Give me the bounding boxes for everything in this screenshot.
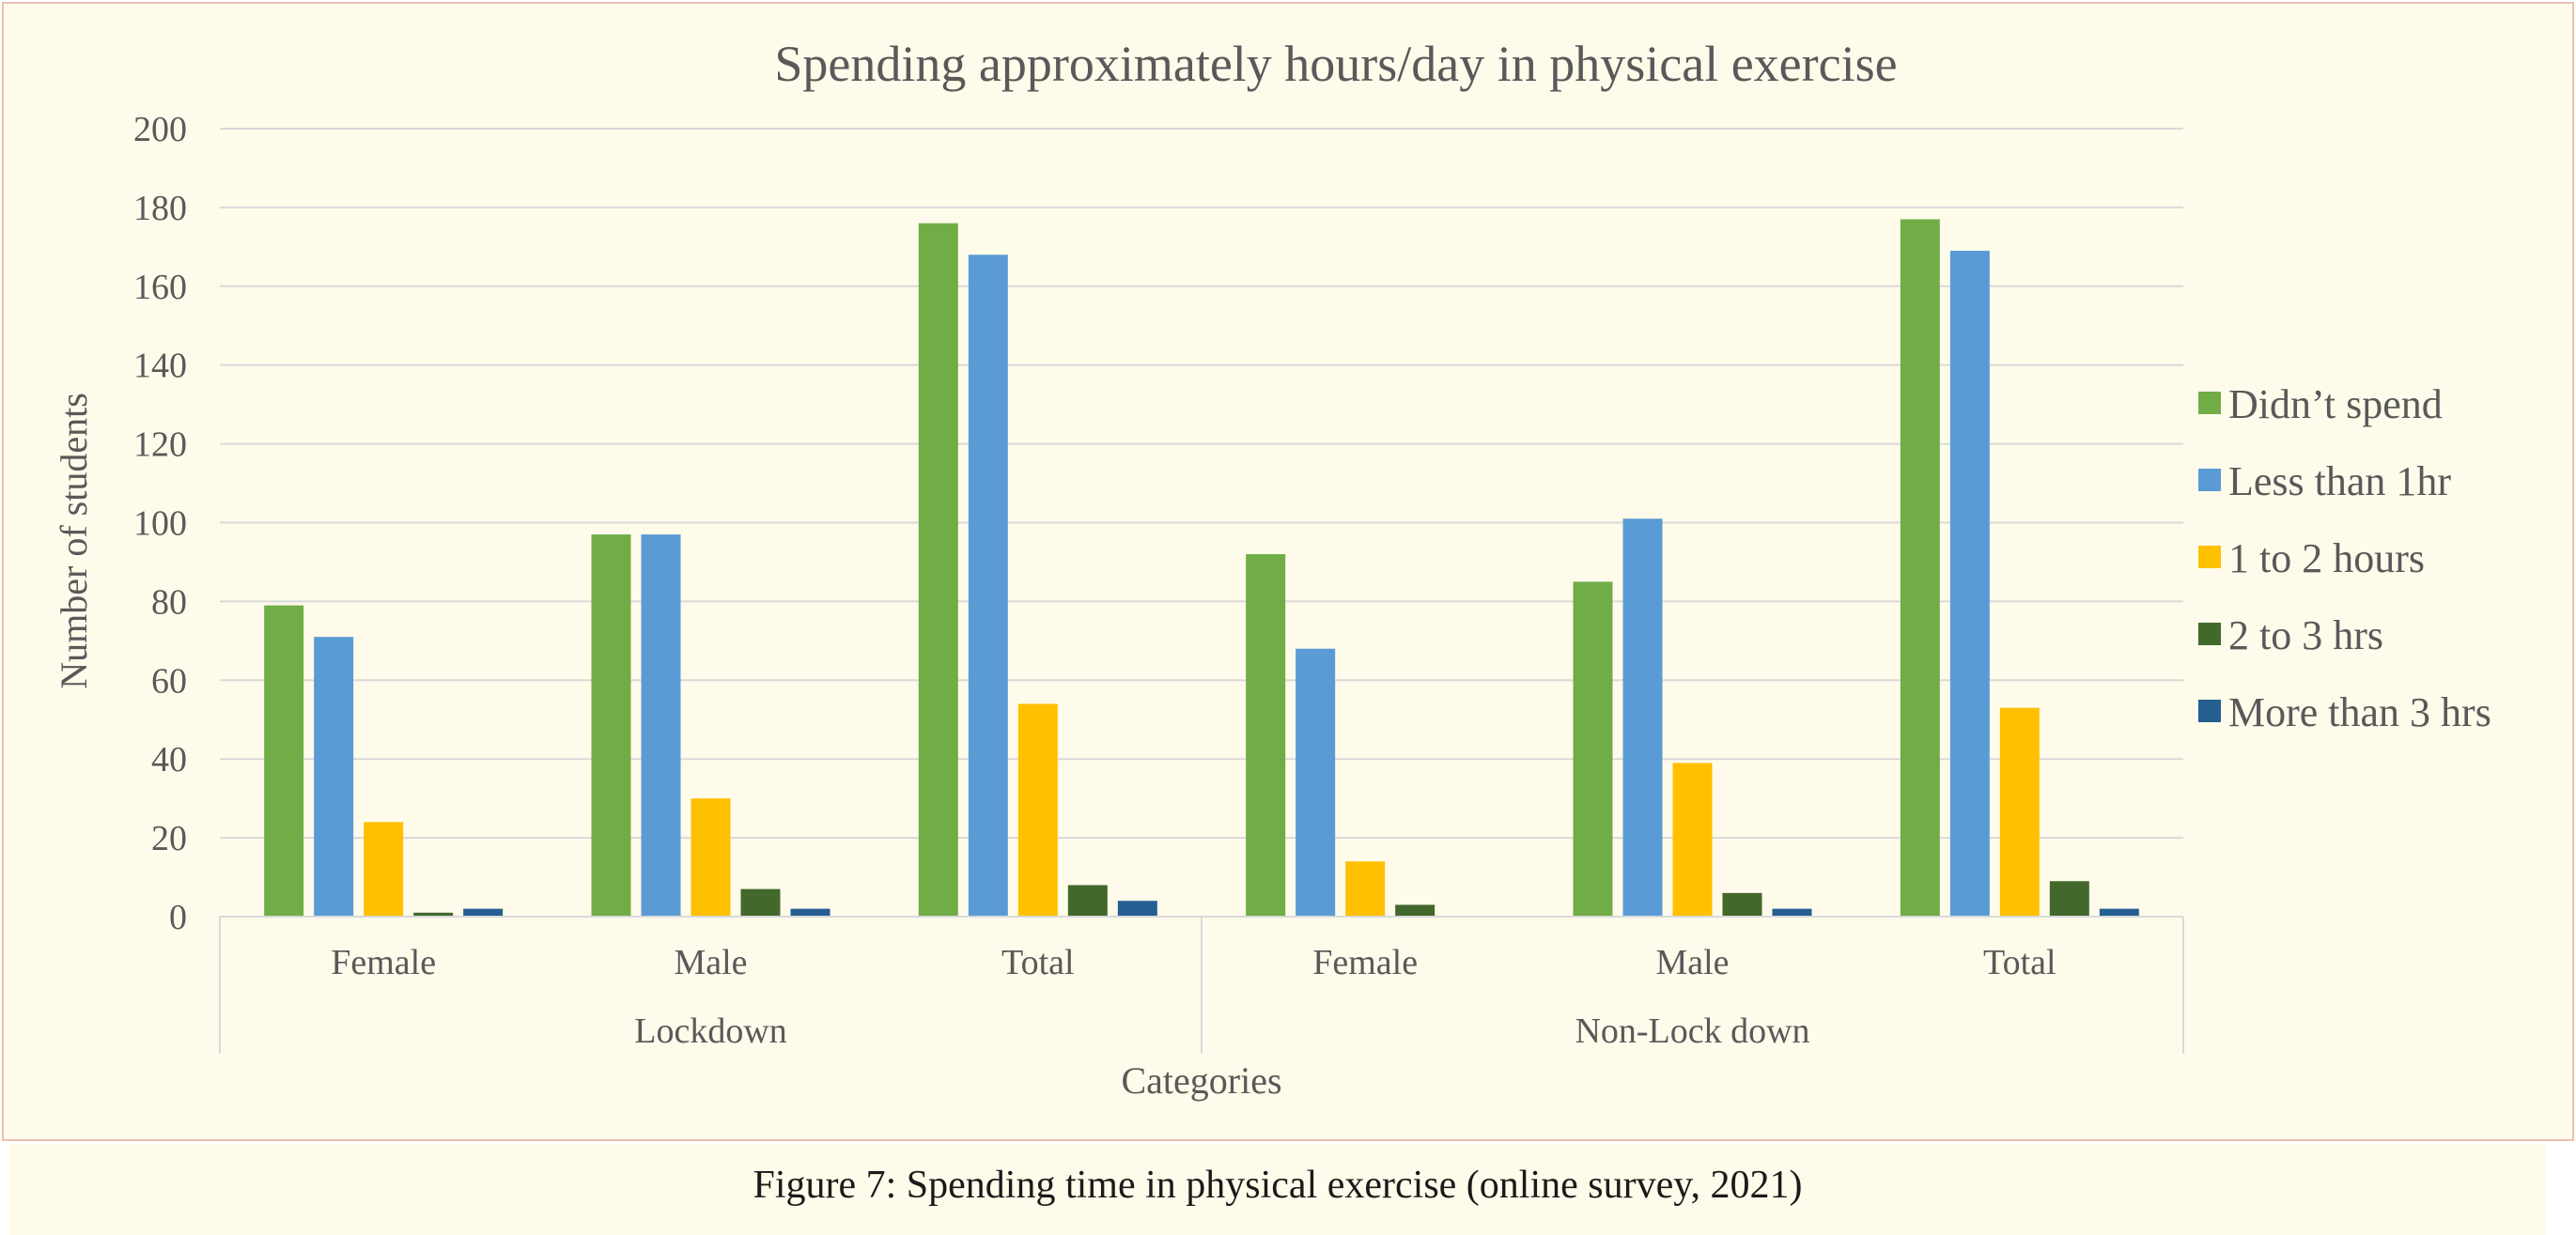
- bar: [1067, 885, 1108, 917]
- bar: [1772, 908, 1812, 917]
- bar: [1395, 904, 1435, 917]
- chart-frame: Spending approximately hours/day in phys…: [2, 2, 2574, 1141]
- x-tick-label: Total: [1001, 943, 1075, 982]
- bar: [1017, 703, 1058, 917]
- bar: [1672, 763, 1713, 917]
- chart-title: Spending approximately hours/day in phys…: [774, 36, 1897, 92]
- legend-swatch: [2198, 392, 2221, 414]
- y-tick-label: 180: [133, 189, 187, 228]
- x-tick-label: Total: [1983, 943, 2056, 982]
- bar: [413, 912, 454, 917]
- legend-label: Less than 1hr: [2228, 458, 2451, 504]
- gridlines: [220, 128, 2183, 840]
- bar: [691, 798, 731, 917]
- x-tick-label: Male: [1655, 943, 1729, 982]
- legend-swatch: [2198, 623, 2221, 645]
- x-tick-label: Male: [674, 943, 747, 982]
- legend-label: 2 to 3 hrs: [2228, 612, 2383, 658]
- bar: [968, 255, 1008, 917]
- y-tick-label: 140: [133, 347, 187, 386]
- axes: 0 20 40 60 80 100 120 140 160 180 200 Female Male Tot…: [133, 110, 2184, 1054]
- bar-chart: Spending approximately hours/day in phys…: [53, 36, 2491, 1102]
- legend-label: 1 to 2 hours: [2228, 535, 2425, 581]
- bar: [641, 534, 681, 917]
- bar: [314, 637, 354, 917]
- legend-label: Didn’t spend: [2228, 381, 2443, 427]
- bar: [591, 534, 631, 917]
- legend-swatch: [2198, 546, 2221, 568]
- bar: [2049, 881, 2089, 917]
- caption-band: Figure 7: Spending time in physical exer…: [9, 1144, 2546, 1235]
- y-tick-label: 60: [151, 661, 187, 701]
- legend-swatch: [2198, 469, 2221, 491]
- bar: [1117, 901, 1157, 917]
- bar: [1622, 518, 1663, 917]
- y-tick-label: 120: [133, 425, 187, 465]
- legend-label: More than 3 hrs: [2228, 689, 2491, 735]
- bar: [1573, 581, 1613, 917]
- bar: [1296, 648, 1336, 917]
- bar: [2099, 908, 2139, 917]
- bar: [463, 908, 504, 917]
- bar: [1999, 707, 2040, 917]
- y-tick-label: 80: [151, 582, 187, 622]
- y-tick-label: 20: [151, 819, 187, 858]
- y-tick-label: 160: [133, 268, 187, 307]
- bar: [790, 908, 830, 917]
- bar: [1949, 251, 1990, 917]
- x-tick-label: Female: [331, 943, 436, 982]
- x-group-label: Lockdown: [634, 1011, 787, 1051]
- y-tick-label: 40: [151, 740, 187, 780]
- x-axis-label: Categories: [1121, 1059, 1281, 1102]
- bar: [1246, 554, 1286, 917]
- y-tick-label: 0: [169, 898, 187, 937]
- y-tick-label: 200: [133, 110, 187, 149]
- x-group-label: Non-Lock down: [1575, 1011, 1809, 1051]
- bar: [740, 888, 781, 917]
- y-tick-label: 100: [133, 504, 187, 544]
- bar: [918, 223, 958, 917]
- figure-caption: Figure 7: Spending time in physical exer…: [753, 1164, 1803, 1207]
- bars: [264, 219, 2139, 918]
- bar: [364, 822, 404, 917]
- legend-swatch: [2198, 700, 2221, 722]
- bar: [1900, 219, 1940, 918]
- x-tick-label: Female: [1312, 943, 1418, 982]
- y-axis-label: Number of students: [53, 393, 95, 689]
- bar: [1722, 892, 1762, 917]
- bar: [1345, 861, 1386, 917]
- legend: Didn’t spend Less than 1hr 1 to 2 hours 2 t…: [2198, 381, 2491, 735]
- bar: [264, 605, 304, 917]
